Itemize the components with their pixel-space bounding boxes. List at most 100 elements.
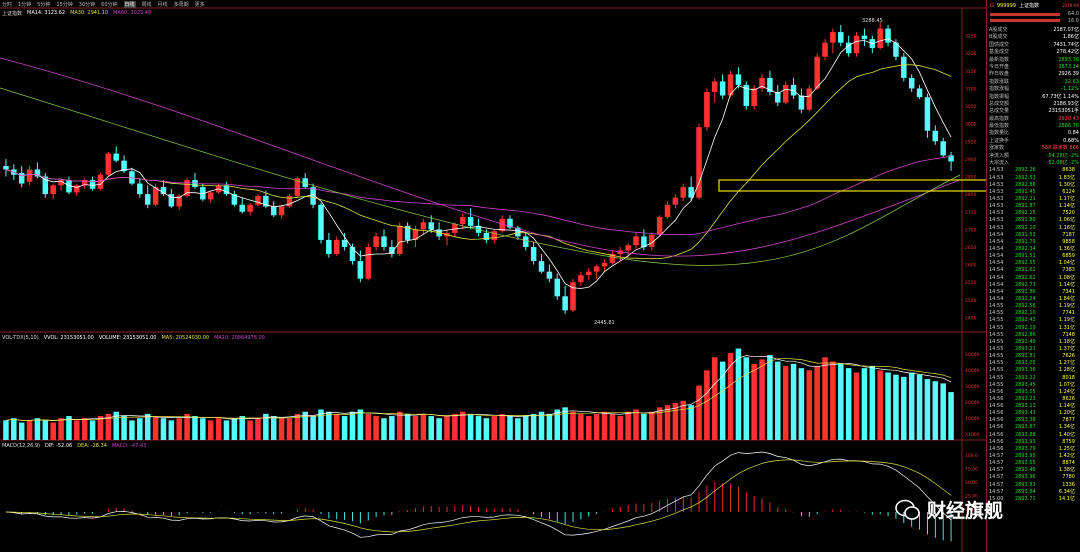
period-tab-5[interactable]: 60分钟 [101,1,118,8]
candle [578,271,584,286]
tick-time: 14:55 [989,331,1004,338]
tick-time: 14:57 [989,467,1004,474]
stat-row: 涨家数 588 跌家数 866 [987,145,1080,152]
kline-chart[interactable]: 3250 3200 3150 3100 3050 3000 2950 2900 2850 2800… [0,0,986,552]
candle [546,264,553,283]
volume-bar [302,411,308,440]
candle [869,35,876,54]
volume-legend: VOL-TDX(5,10) VVOL: 23153051.00 VOLUME: 23… [2,335,265,341]
volume-bars [3,348,954,440]
volume-tick-label: 40000 [965,368,979,374]
period-tab-10[interactable]: 更多 [194,1,205,8]
volume-bar [649,411,655,440]
candle [365,243,371,281]
tick-volume: 1.30亿 [1058,181,1075,188]
candle [664,201,671,219]
tick-row: 14:54 2891.53 7187 [987,232,1080,239]
tick-time: 14:55 [989,303,1004,310]
volume-bar [782,365,789,440]
period-tab-7[interactable]: 周线 [141,1,152,8]
candle [247,202,253,216]
stat-value: 23153051手 [1048,108,1079,115]
candle [58,178,64,191]
volume-bar [270,416,277,440]
ma-line-5 [5,38,952,289]
period-tab-8[interactable]: 月线 [157,1,168,8]
volume-bar [412,416,419,440]
volume-bar [231,418,238,440]
tick-row: 14:53 2891.45 6124 [987,189,1080,196]
candle [877,22,883,50]
candle [207,190,214,203]
price-tick-label: 3150 [965,69,977,75]
period-tab-3[interactable]: 15分钟 [56,1,73,8]
tick-time: 14:54 [989,267,1004,274]
stat-row: 最高指数 2920.43 [987,116,1080,123]
tick-price: 2893.79 [1015,445,1036,452]
tick-price: 2893.23 [1015,395,1036,402]
tick-volume: 7520 [1062,210,1075,217]
tick-price: 2893.65 [1015,460,1036,467]
volume-bar [396,411,403,440]
period-tab-0[interactable]: 分时 [2,1,13,8]
candle [184,178,190,198]
candle [719,74,726,100]
period-tab-9[interactable]: 多周期 [173,1,189,8]
candle [341,232,348,251]
stat-label: 指数量比 [989,130,1010,137]
tick-price: 2892.49 [1015,338,1036,345]
volume-bar [459,411,466,440]
volume-bar [428,416,435,440]
macd-tick-label: 75.00 [965,467,978,473]
candle [790,77,797,100]
tick-price: 2893.43 [1015,410,1036,417]
tick-row: 14:54 2891.79 9858 [987,239,1080,246]
candle [901,53,907,82]
candle [924,93,931,138]
price-legend: 上证指数 MA14: 3123.62 MA30: 2941.10 MA60: 3025… [2,10,151,17]
candle [853,32,860,57]
tick-volume: 1.83亿 [1058,174,1075,181]
volume-bar [97,416,104,440]
period-tab-2[interactable]: 5分钟 [37,1,51,8]
tick-price: 2892.24 [1015,295,1036,302]
tick-time: 14:54 [989,288,1004,295]
tick-price: 2892.86 [1015,331,1036,338]
tick-row: 14:55 2892.10 7741 [987,310,1080,317]
period-tab-1[interactable]: 1分钟 [18,1,32,8]
period-tab-6[interactable]: 日线 [123,0,136,8]
volume-bar [948,392,954,440]
price_panel-legend-item: MA60: 3025.48 [113,10,152,16]
candle [704,88,710,131]
candle [420,218,427,235]
volume-bar [129,420,135,440]
tick-price: 2891.45 [1015,188,1036,195]
candle [798,88,805,114]
tick-time: 14:53 [989,203,1004,210]
volume-ma-line [5,357,952,421]
watermark-text: 财经旗舰 [927,500,1004,522]
candle [672,194,679,209]
candle [530,241,537,265]
volume-bar [137,418,143,440]
highlight-box [718,179,986,192]
candle [18,165,25,188]
period-tab-4[interactable]: 30分钟 [78,1,96,8]
stat-value: 2187.07亿 [1053,27,1079,33]
tick-list[interactable]: 14:53 2892.26 8638 14:53 2892.53 1.83亿 14:53 28… [987,167,1080,503]
volume-bar [74,420,80,440]
tick-price: 2891.53 [1015,231,1036,238]
ma-line-60 [5,155,952,236]
tick-price: 2892.55 [1015,260,1036,267]
volume-bar [838,363,844,440]
stat-label: 昨日收盘 [989,71,1010,78]
tick-row: 14:54 2892.86 7341 [987,289,1080,296]
volume-bar [845,368,852,440]
macd-series [5,451,952,542]
tick-time: 14:56 [989,395,1004,402]
volume-bar [121,416,127,440]
tick-price: 2892.53 [1015,174,1036,181]
candle [712,77,718,103]
candle [129,167,135,186]
macd-tick-label: 100.0 [965,453,978,459]
